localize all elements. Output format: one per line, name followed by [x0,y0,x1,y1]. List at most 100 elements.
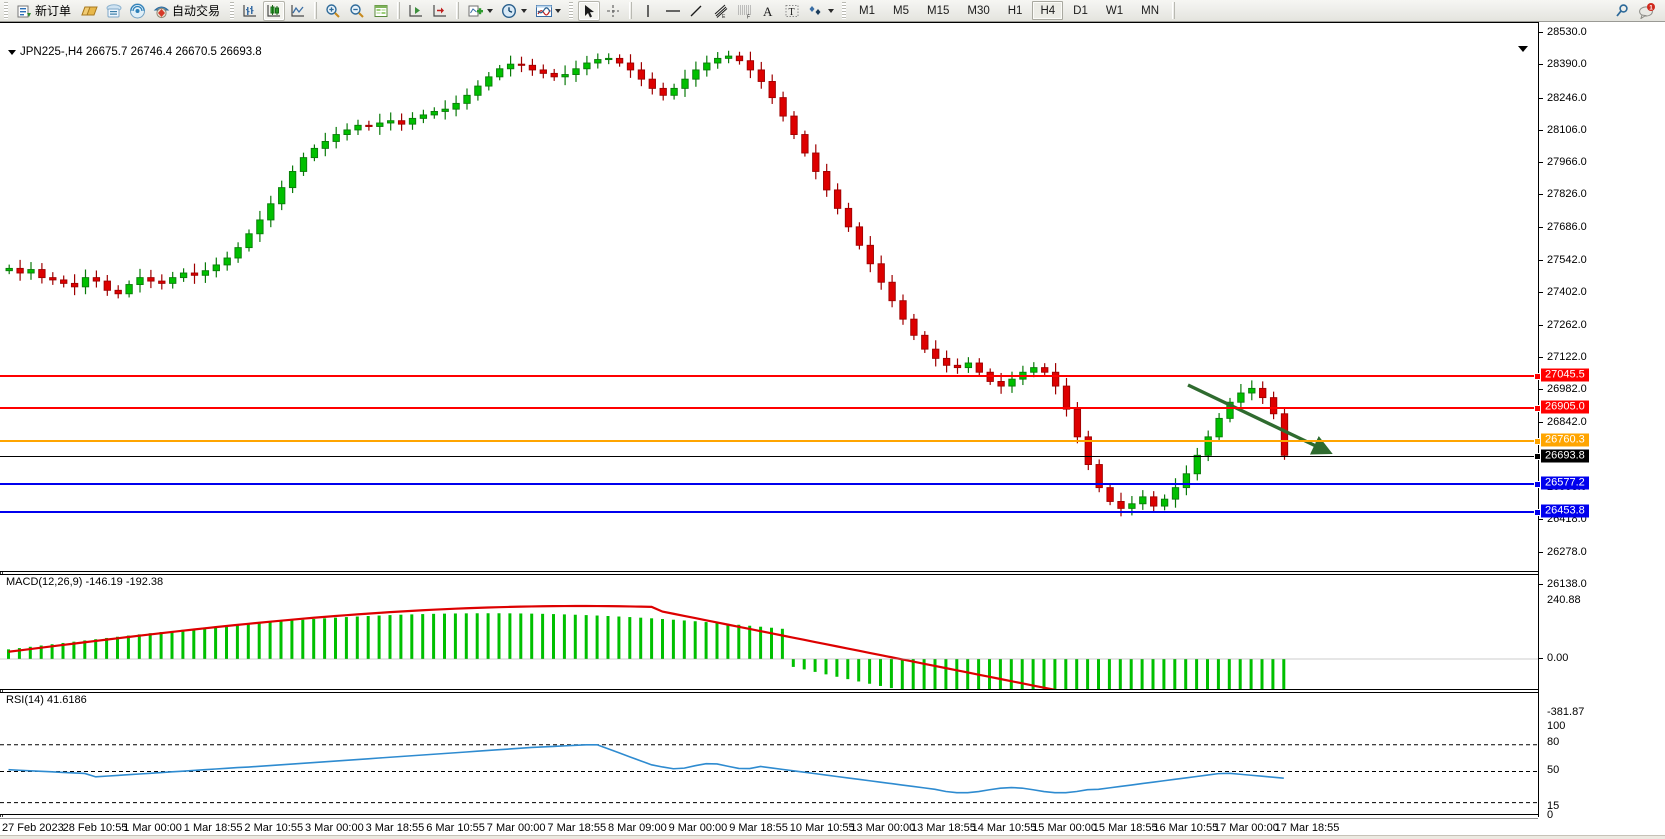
shapes-caret-icon[interactable] [828,8,835,13]
price-level-line[interactable] [0,509,1541,517]
price-scale[interactable]: 28530.0 28390.0 28246.0 28106.0 27966.0 27826… [1538,22,1665,821]
auto-trading-button[interactable]: 自动交易 [150,1,225,21]
chart-canvas[interactable]: JPN225-,H4 26675.7 26746.4 26670.5 26693… [0,22,1665,839]
chart-symbol-header[interactable]: JPN225-,H4 26675.7 26746.4 26670.5 26693… [0,46,262,58]
price-level-line[interactable] [0,372,1541,380]
price-scale-label: 26278.0 [1547,545,1587,558]
price-level-handle[interactable] [1534,405,1541,412]
text-box-tool-button[interactable]: T [781,1,803,21]
price-level-label[interactable]: 26693.8 [1541,449,1589,463]
data-window-icon [373,3,389,19]
time-axis-label: 7 Mar 18:55 [547,822,607,834]
cursor-tool-button[interactable] [578,0,601,21]
templates-button[interactable] [532,1,564,21]
price-level-line[interactable] [0,480,1541,488]
search-button[interactable] [1611,1,1633,21]
price-level-line[interactable] [0,438,1541,446]
price-level-label[interactable]: 26760.3 [1541,433,1589,447]
news-icon [105,3,122,19]
price-level-line[interactable] [0,405,1541,412]
tab-timeframe-mn[interactable]: MN [1141,4,1159,17]
shapes-tool-button[interactable] [805,1,837,21]
chart-autoscroll-button[interactable] [429,1,451,21]
new-order-button[interactable]: 新订单 [13,1,76,21]
zoom-in-button[interactable] [322,1,344,21]
toolbar-grip-4[interactable] [842,2,847,19]
time-axis-label: 8 Mar 09:00 [608,822,667,834]
add-indicator-button[interactable] [464,1,496,21]
tab-timeframe-w1[interactable]: W1 [1105,4,1124,17]
macd-pane[interactable]: MACD(12,26,9) -146.19 -192.38 [0,574,1538,690]
add-indicator-caret-icon[interactable] [487,8,494,13]
crosshair-tool-button[interactable] [602,1,624,21]
chart-shift-button[interactable] [405,1,427,21]
price-level-handle[interactable] [1534,372,1541,380]
folder-button[interactable] [78,1,100,21]
price-level-label[interactable]: 27045.5 [1541,368,1589,382]
vertical-line-tool-button[interactable] [637,1,659,21]
new-order-icon [16,3,32,19]
price-level-handle[interactable] [1534,480,1541,488]
signal-button[interactable] [126,1,148,21]
candlestick-series [5,50,1289,517]
time-axis[interactable]: 27 Feb 2023 28 Feb 10:55 1 Mar 00:00 1 Mar … [0,818,1538,839]
main-toolbar: 新订单 [0,0,1665,22]
price-level-label[interactable]: 26453.8 [1541,504,1589,518]
price-pane[interactable] [0,22,1538,572]
price-scale-label: 28530.0 [1547,26,1587,38]
trend-arrow-annotation[interactable] [1187,383,1333,455]
text-label-tool-button[interactable]: A [757,1,779,21]
zoom-out-button[interactable] [346,1,368,21]
tab-timeframe-m15[interactable]: M15 [927,4,950,17]
price-level-label[interactable]: 26577.2 [1541,476,1589,490]
price-scale-tick [1539,129,1543,131]
periodicity-button[interactable] [498,1,530,21]
tab-timeframe-m1[interactable]: M1 [859,4,876,17]
candlestick-chart-icon [266,3,282,19]
horizontal-line-tool-button[interactable] [661,1,683,21]
templates-caret-icon[interactable] [555,8,562,13]
toolbar-grip[interactable] [4,2,8,19]
tab-timeframe-m30[interactable]: M30 [967,4,990,17]
price-level-label[interactable]: 26905.0 [1541,400,1589,414]
price-scale-tick [1539,260,1543,261]
rsi-pane[interactable]: RSI(14) 41.6186 [0,692,1538,815]
toolbar-grip-3[interactable] [569,2,574,19]
macd-title: MACD(12,26,9) -146.19 -192.38 [6,576,164,588]
equidistant-channel-tool-button[interactable]: E [709,1,731,21]
rsi-scale-label: 15 [1547,800,1560,812]
news-button[interactable] [102,1,124,21]
trend-line-icon [688,3,704,19]
bar-chart-button[interactable] [239,1,261,21]
price-scale-tick [1539,32,1543,33]
tab-timeframe-h4[interactable]: H4 [1032,1,1064,20]
candlestick-chart-button[interactable] [263,0,286,21]
bar-chart-icon [242,3,258,19]
fibonacci-retracement-tool-button[interactable]: F [733,1,755,21]
svg-text:E: E [722,14,726,19]
periodicity-caret-icon[interactable] [521,8,528,13]
trend-line-tool-button[interactable] [685,1,707,21]
cursor-icon [581,3,597,19]
price-level-handle[interactable] [1534,452,1541,460]
line-chart-button[interactable] [287,1,309,21]
chart-menu-caret-icon[interactable] [8,49,16,55]
signal-icon [129,3,146,19]
chart-collapse-caret-icon[interactable] [1518,46,1528,52]
tab-timeframe-m5[interactable]: M5 [893,4,909,17]
tab-timeframe-d1[interactable]: D1 [1073,4,1088,17]
time-axis-label: 14 Mar 10:55 [971,822,1037,834]
time-axis-label: 27 Feb 2023 [2,822,64,834]
price-level-handle[interactable] [1534,438,1541,446]
price-scale-tick [1539,292,1543,294]
price-level-line[interactable] [0,452,1541,460]
expert-advisor-icon [153,3,170,19]
tab-timeframe-h1[interactable]: H1 [1007,4,1023,17]
notification-button[interactable]: 1 [1635,1,1657,21]
price-scale-tick [1539,324,1543,326]
data-window-button[interactable] [370,1,392,21]
toolbar-grip-2[interactable] [230,2,235,19]
time-axis-label: 1 Mar 18:55 [183,822,243,834]
price-level-handle[interactable] [1534,509,1541,517]
text-label-icon: A [760,3,776,19]
